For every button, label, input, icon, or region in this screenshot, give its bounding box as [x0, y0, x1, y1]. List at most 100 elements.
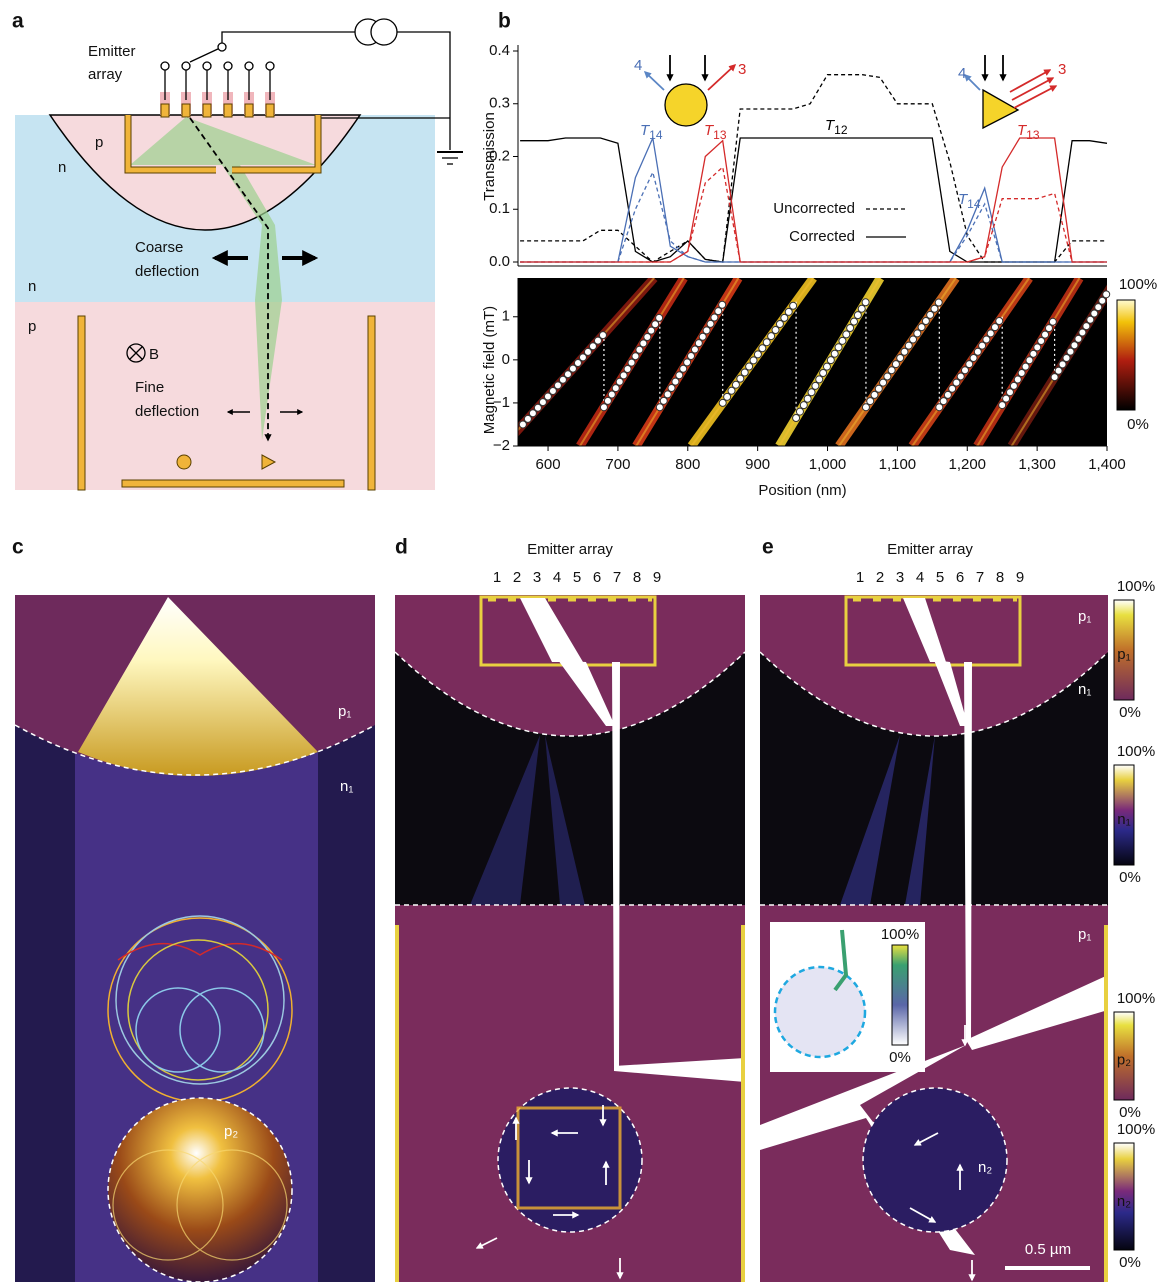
emitter-tips — [160, 103, 275, 118]
colorbar — [1113, 1142, 1135, 1251]
line — [520, 137, 1107, 263]
emitter-number: 6 — [956, 569, 964, 586]
inset-beam — [833, 929, 849, 992]
region-label: p — [28, 318, 36, 335]
emitter-number: 7 — [613, 569, 621, 586]
annotation-text: T — [958, 191, 969, 208]
annotation: 4 — [634, 57, 642, 74]
colorbar-label: 100% — [1117, 743, 1155, 760]
emitter-number: 4 — [916, 569, 924, 586]
y-tick-label: −1 — [493, 394, 510, 411]
y-tick-label: 0.1 — [489, 200, 510, 217]
annotation-sub: 14 — [649, 128, 663, 142]
y-tick-label: 0.4 — [489, 42, 510, 59]
emitter-number: 2 — [876, 569, 884, 586]
fine-electrodes — [77, 315, 376, 491]
branch-dots — [1051, 290, 1110, 381]
annotation-text: 3 — [1058, 61, 1066, 78]
region-label: p₁ — [338, 703, 351, 720]
region-label: n — [28, 278, 36, 295]
panel-b — [643, 55, 1058, 130]
emitter-number: 8 — [996, 569, 1004, 586]
label: Coarse — [135, 239, 183, 256]
y-tick-label: 0.0 — [489, 253, 510, 270]
colorbar-name: p₂ — [1117, 1051, 1131, 1068]
arrows — [801, 1025, 976, 1282]
region-label: p — [95, 134, 103, 151]
panel-label: a — [12, 10, 24, 33]
emitter-number: 4 — [553, 569, 561, 586]
y-tick-label: 0.2 — [489, 147, 510, 164]
region-label: p₂ — [224, 1123, 238, 1140]
label: array — [88, 66, 123, 83]
y-tick-label: 0 — [502, 351, 510, 368]
y-tick-label: −2 — [493, 437, 510, 454]
emitter-number: 1 — [493, 569, 501, 586]
branch-dots — [719, 298, 800, 406]
y-axis-label: Magnetic field (mT) — [481, 306, 498, 434]
annotation-text: T — [704, 122, 715, 139]
colorbar-label: 100% — [1117, 1121, 1155, 1138]
faint-rays — [470, 735, 585, 905]
branch-dots — [600, 313, 663, 411]
colorbar-label: 100% — [1117, 990, 1155, 1007]
panel-label: b — [498, 10, 511, 33]
legend-label: Corrected — [789, 228, 855, 245]
x-tick-label: 600 — [536, 456, 561, 473]
colorbar-label: 100% — [1117, 578, 1155, 595]
label: Fine — [135, 379, 164, 396]
annotation-sub: 13 — [1026, 128, 1040, 142]
colorbar — [1113, 599, 1135, 701]
annotation-text: T — [825, 117, 836, 134]
x-tick-label: 1,100 — [879, 456, 917, 473]
fan — [78, 597, 318, 776]
colorbar-name: n₂ — [1117, 1193, 1131, 1210]
emitter-number: 9 — [1016, 569, 1024, 586]
colorbar-label: 0% — [1119, 869, 1141, 886]
colorbar — [1116, 299, 1136, 411]
label: deflection — [135, 403, 199, 420]
x-tick-label: 700 — [605, 456, 630, 473]
emitter-pads — [160, 92, 275, 115]
colorbar-label: 0% — [889, 1049, 911, 1066]
y-tick-label: 1 — [502, 308, 510, 325]
line — [520, 170, 1107, 263]
inset-island — [773, 965, 867, 1059]
annotation: T12 — [825, 117, 848, 137]
annotation-text: 4 — [958, 65, 966, 82]
colorbar-label: 0% — [1119, 704, 1141, 721]
electrode — [125, 115, 321, 173]
panel-a: Emitter array p n n p Coarse deflection … — [15, 18, 463, 491]
arrows — [475, 1105, 624, 1280]
x-tick-label: 1,400 — [1088, 456, 1126, 473]
caustics — [112, 1149, 288, 1261]
dot-icon — [664, 83, 708, 127]
annotation: 3 — [738, 61, 746, 78]
label: deflection — [135, 263, 199, 280]
colorbar-name: n₁ — [1117, 811, 1130, 828]
colorbar — [1113, 764, 1135, 866]
emitter-number: 5 — [936, 569, 944, 586]
annotation: T14 — [958, 191, 981, 211]
region-label: p₁ — [1078, 608, 1091, 625]
annotation-sub: 13 — [713, 128, 727, 142]
annotation-text: 3 — [738, 61, 746, 78]
branch-dots — [656, 300, 726, 411]
scale-bar-label: 0.5 µm — [1025, 1241, 1071, 1258]
n2-island — [862, 1087, 1008, 1233]
branch-dots — [793, 298, 869, 421]
b-field-symbol — [126, 343, 146, 363]
legend-label: Uncorrected — [773, 200, 855, 217]
emitter-number: 8 — [633, 569, 641, 586]
emitter-contacts — [160, 18, 463, 165]
triangle-icon — [982, 88, 1020, 130]
x-tick-label: 1,200 — [948, 456, 986, 473]
panel-d: Emitter array — [394, 541, 746, 1282]
emitter-number: 7 — [976, 569, 984, 586]
branch-dots — [999, 315, 1058, 409]
x-tick-label: 1,000 — [809, 456, 847, 473]
label: Emitter — [88, 43, 136, 60]
panel-c: p₁ n₁ p₂ — [14, 595, 376, 1283]
x-tick-label: 900 — [745, 456, 770, 473]
region-label: p₁ — [1078, 926, 1091, 943]
